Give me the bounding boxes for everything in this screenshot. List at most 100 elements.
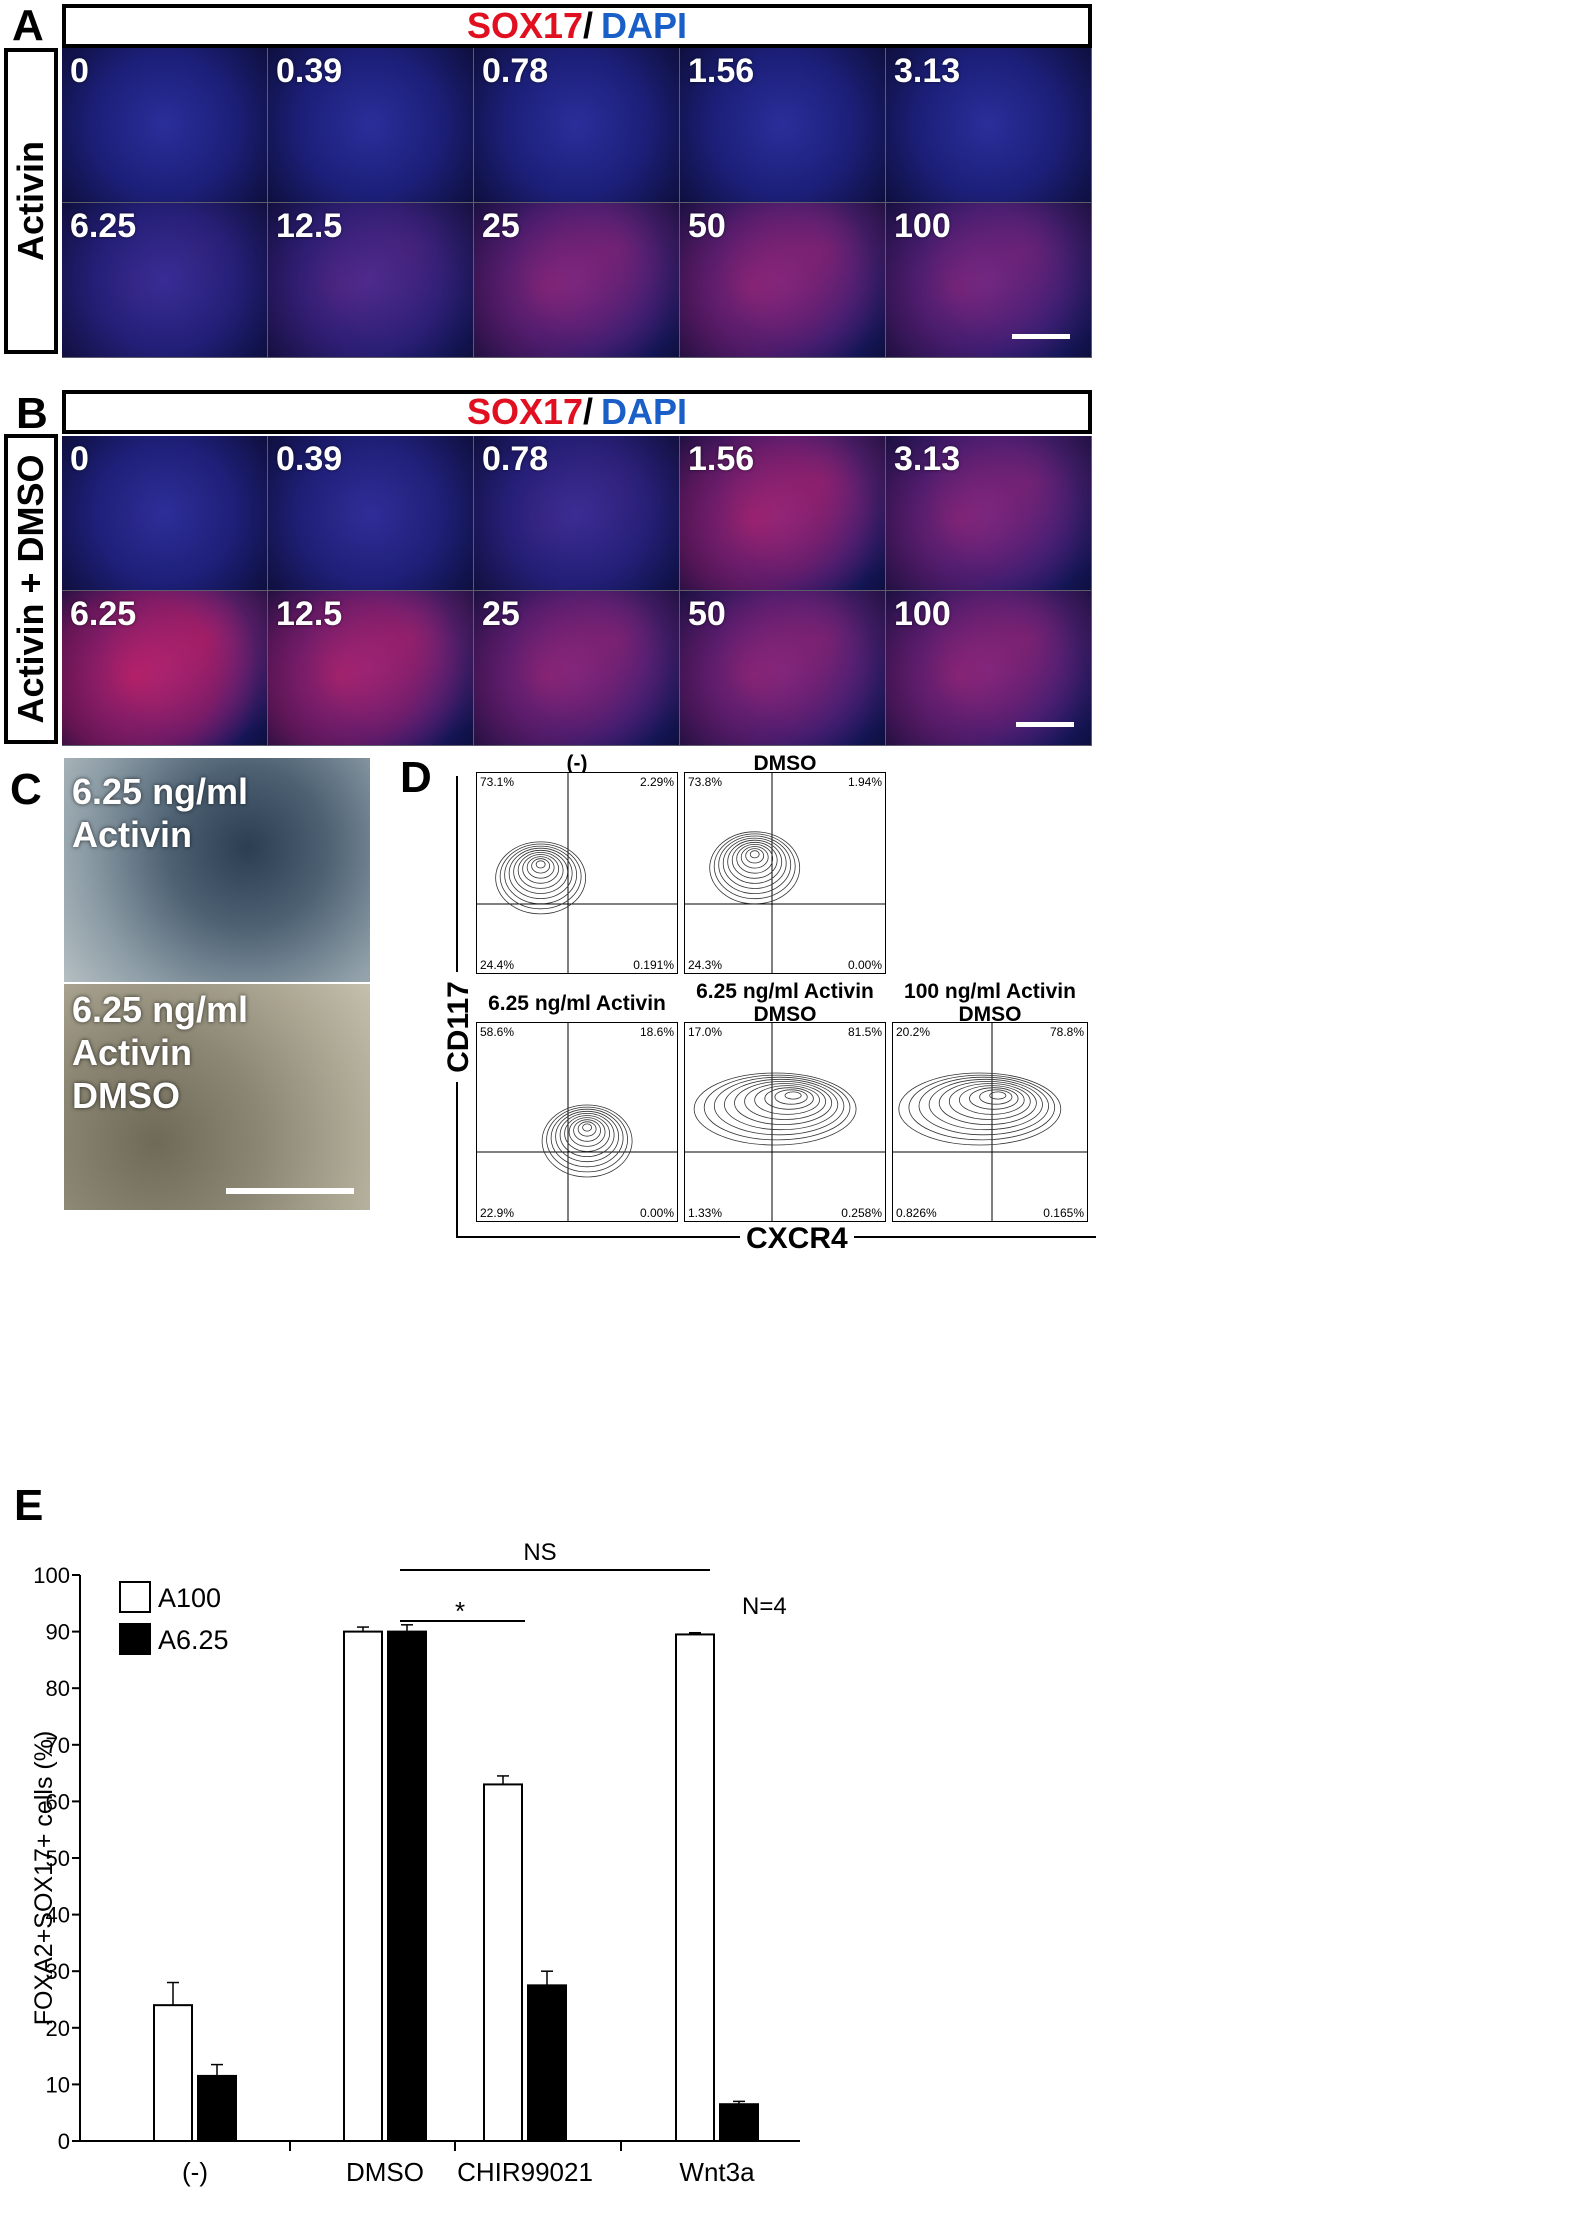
flow-plot-title: (-) — [457, 752, 697, 775]
bar-a625 — [719, 2103, 759, 2143]
panel-b-side-label: Activin + DMSO — [10, 454, 51, 724]
y-tick-label: 80 — [46, 1676, 70, 1701]
panel-e-bar-chart: 0 10 20 30 40 50 60 70 80 90 100 FOXA2+SOX17+ cells… — [30, 1539, 800, 2187]
legend-swatch — [119, 1581, 151, 1613]
panel-a-tile-dose-label: 1.56 — [688, 52, 755, 90]
panel-a-tile-dose-label: 100 — [894, 207, 951, 245]
panel-b-tile: 12.5 — [268, 591, 474, 746]
panel-d-y-axis-label: CD117 — [442, 972, 476, 1082]
y-tick-label: 90 — [46, 1620, 70, 1645]
panel-a-tile-dose-label: 6.25 — [70, 207, 137, 245]
panel-a-tile: 3.13 — [886, 48, 1092, 203]
panel-a-image-grid: 0 0.39 0.78 1.56 3.13 6.25 12.5 25 50 100 — [62, 48, 1092, 358]
y-tick-label: 10 — [46, 2072, 70, 2097]
x-category-label: Wnt3a — [679, 2157, 755, 2187]
sox17-label: SOX17 — [466, 391, 584, 432]
panel-b-tile: 3.13 — [886, 436, 1092, 591]
panel-c-bottom-label-line1: 6.25 ng/ml Activin — [72, 989, 249, 1074]
y-tick-label: 100 — [33, 1563, 70, 1588]
panel-a-tile-dose-label: 25 — [482, 207, 520, 245]
panel-a-tile: 0.78 — [474, 48, 680, 203]
ns-label: NS — [523, 1539, 556, 1566]
y-tick-label: 20 — [46, 2016, 70, 2041]
panel-b-tile: 100 — [886, 591, 1092, 746]
x-category-label: (-) — [182, 2157, 208, 2187]
bar-a100 — [483, 1783, 523, 2142]
y-tick-label: 60 — [46, 1789, 70, 1814]
panel-a-tile-dose-label: 3.13 — [894, 52, 961, 90]
y-tick-label: 50 — [46, 1846, 70, 1871]
panel-a-tile-dose-label: 0 — [70, 52, 89, 90]
y-tick-label: 70 — [46, 1733, 70, 1758]
legend-label: A100 — [158, 1583, 221, 1613]
y-tick-label: 40 — [46, 1903, 70, 1928]
n-label: N=4 — [742, 1593, 787, 1620]
panel-b-tile-dose-label: 12.5 — [276, 595, 343, 633]
dapi-label: DAPI — [601, 5, 688, 46]
panel-b-image-grid: 0 0.39 0.78 1.56 3.13 6.25 12.5 25 50 100 — [62, 436, 1092, 746]
panel-letter-a: A — [12, 1, 44, 50]
panel-b-tile: 50 — [680, 591, 886, 746]
panel-b-tile-dose-label: 100 — [894, 595, 951, 633]
panel-c-brightfield-top: 6.25 ng/ml Activin — [64, 758, 370, 982]
panel-a-tile: 1.56 — [680, 48, 886, 203]
panel-b-tile-dose-label: 0 — [70, 440, 89, 478]
panel-a-tile: 0 — [62, 48, 268, 203]
panel-letter-c: C — [10, 765, 42, 814]
panel-b-tile: 0.39 — [268, 436, 474, 591]
panel-b-tile-dose-label: 0.39 — [276, 440, 343, 478]
panel-b-tile-dose-label: 3.13 — [894, 440, 961, 478]
significance-star: * — [455, 1596, 465, 1626]
panel-b-tile-dose-label: 25 — [482, 595, 520, 633]
dapi-label: DAPI — [601, 391, 688, 432]
panel-b-tile: 25 — [474, 591, 680, 746]
panel-c-scale-bar — [226, 1188, 354, 1194]
separator: / — [583, 5, 594, 46]
panel-a-tile: 12.5 — [268, 203, 474, 358]
panel-a-tile: 6.25 — [62, 203, 268, 358]
sox17-label: SOX17 — [466, 5, 584, 46]
flow-plot-title: DMSO — [665, 752, 905, 775]
panel-b-tile: 0 — [62, 436, 268, 591]
panel-b-scale-bar — [1016, 722, 1074, 727]
panel-a-tile-dose-label: 50 — [688, 207, 726, 245]
panel-a-side-label: Activin — [10, 140, 51, 262]
panel-c-bottom-label: 6.25 ng/ml Activin DMSO — [72, 988, 370, 1118]
panel-a-tile-dose-label: 0.39 — [276, 52, 343, 90]
flow-plot-title-line1: DMSO — [753, 752, 817, 775]
panel-c-brightfield-bottom: 6.25 ng/ml Activin DMSO — [64, 984, 370, 1210]
bar-a625 — [387, 1630, 427, 2142]
panel-letter-b: B — [16, 389, 48, 438]
bar-a100 — [153, 2004, 193, 2142]
panel-letter-e: E — [14, 1481, 44, 1530]
panel-b-tile: 6.25 — [62, 591, 268, 746]
panel-a-tile: 25 — [474, 203, 680, 358]
panel-a-tile: 0.39 — [268, 48, 474, 203]
panel-a-tile-dose-label: 0.78 — [482, 52, 549, 90]
panel-b-tile: 0.78 — [474, 436, 680, 591]
panel-a-tile: 100 — [886, 203, 1092, 358]
panel-a-header: SOX17/ DAPI — [62, 4, 1092, 48]
panel-b-header: SOX17/ DAPI — [62, 390, 1092, 434]
panel-letter-d: D — [400, 753, 432, 802]
panel-c-bottom-label-line2: DMSO — [72, 1075, 180, 1117]
panel-a-tile: 50 — [680, 203, 886, 358]
panel-b-tile-dose-label: 6.25 — [70, 595, 137, 633]
panel-d-x-axis-label: CXCR4 — [740, 1222, 854, 1256]
y-tick-label: 0 — [58, 2129, 70, 2154]
panel-a-side-box: Activin — [4, 48, 58, 354]
legend-label: A6.25 — [158, 1625, 229, 1655]
legend-swatch — [119, 1623, 151, 1655]
panel-b-tile-dose-label: 50 — [688, 595, 726, 633]
separator: / — [583, 391, 594, 432]
panel-b-tile-dose-label: 1.56 — [688, 440, 755, 478]
y-tick-label: 30 — [46, 1959, 70, 1984]
bar-a100 — [343, 1630, 383, 2142]
panel-a-scale-bar — [1012, 334, 1070, 339]
panel-b-side-box: Activin + DMSO — [4, 434, 58, 744]
panel-a-tile-dose-label: 12.5 — [276, 207, 343, 245]
bar-a625 — [197, 2074, 237, 2142]
x-category-label: CHIR99021 — [457, 2157, 593, 2187]
x-category-label: DMSO — [346, 2157, 424, 2187]
bar-a100 — [675, 1633, 715, 2142]
